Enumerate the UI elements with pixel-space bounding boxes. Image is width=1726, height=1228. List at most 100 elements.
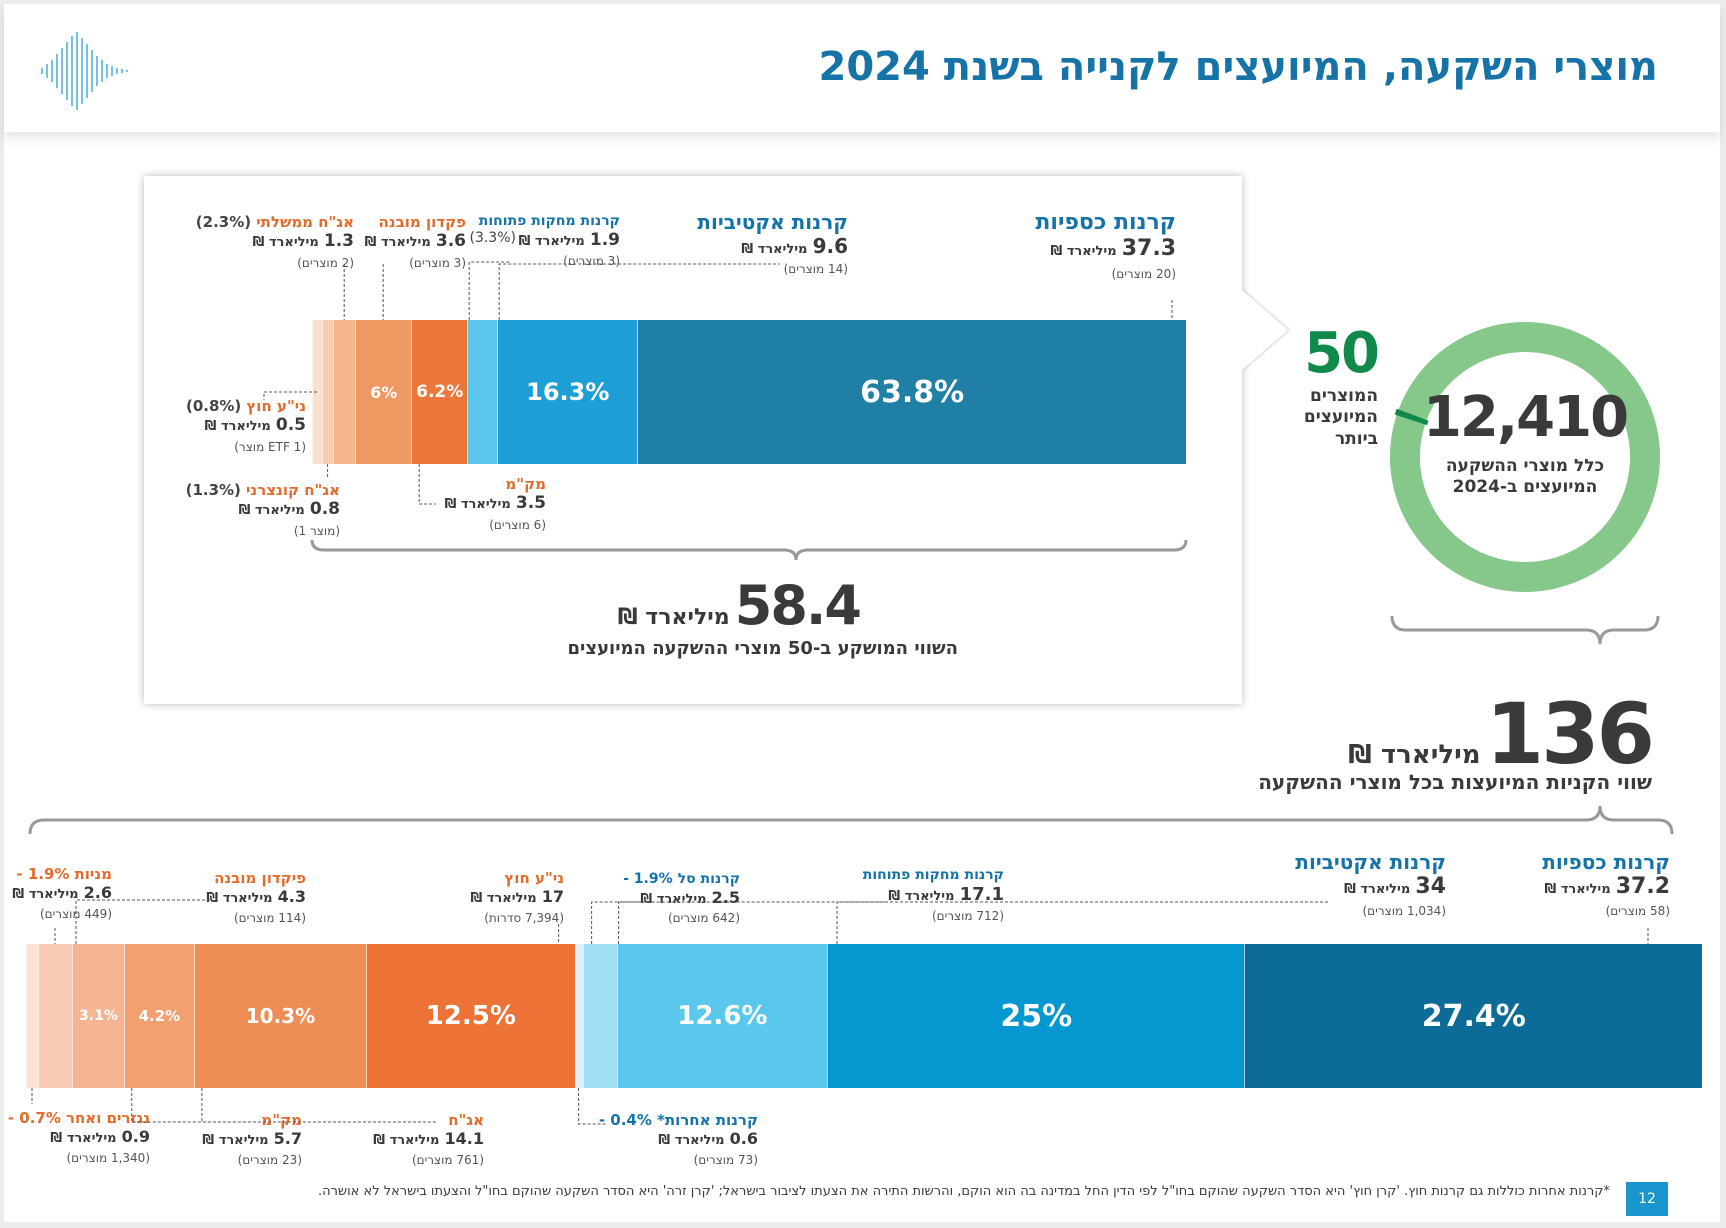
bar-segment	[26, 944, 39, 1088]
segment-percent: 6%	[370, 382, 398, 402]
segment-unit: מיליארד ₪	[658, 1133, 725, 1149]
segment-name: ני"ע חוץ	[504, 869, 564, 887]
segment-unit: מיליארד ₪	[202, 1133, 269, 1149]
segment-count: (23 מוצרים)	[237, 1152, 302, 1167]
donut-total-value: 12,410	[1422, 385, 1629, 450]
segment-unit: מיליארד ₪	[252, 235, 319, 251]
segment-value: 1.3	[323, 231, 354, 252]
segment-count: (2 מוצרים)	[297, 255, 354, 270]
top-total-unit: מיליארד ₪	[617, 605, 730, 630]
segment-value: 5.7	[273, 1129, 302, 1149]
segment-unit: מיליארד ₪	[888, 888, 955, 904]
segment-value: 4.3	[277, 887, 306, 907]
bar-segment	[582, 944, 617, 1088]
bar-segment: 16.3%	[497, 320, 638, 464]
segment-name: פקדון מובנה	[378, 213, 466, 231]
segment-unit: מיליארד ₪	[1050, 244, 1117, 260]
segment-percent-label: 0.4% -	[598, 1111, 652, 1129]
bar-segment	[322, 320, 334, 464]
soundwave-logo-icon	[41, 32, 128, 110]
segment-count: (712 מוצרים)	[931, 909, 1004, 924]
bar-segment: 63.8%	[637, 320, 1186, 464]
segment-name: קרנות כספיות	[1542, 850, 1670, 874]
segment-percent-label: 0.7% -	[7, 1109, 61, 1127]
segment-name: מניות	[74, 865, 112, 883]
segment-value: 0.9	[121, 1127, 150, 1147]
segment-percent: 16.3%	[526, 378, 610, 406]
bar-segment: 6.2%	[411, 320, 468, 464]
segment-percent-label: (0.8%)	[185, 397, 242, 415]
top-total-value: 58.4	[734, 574, 862, 637]
segment-count: (14 מוצרים)	[783, 262, 848, 276]
donut-total-caption: כלל מוצרי ההשקעה המיועצים ב-2024	[1445, 456, 1605, 498]
donut-ring	[1390, 322, 1660, 592]
segment-name: אג"ח קונצרני	[246, 481, 340, 499]
segment-name: מק"מ	[261, 1111, 302, 1129]
segment-unit: מיליארד ₪	[50, 1131, 117, 1147]
segment-label: קרנות אקטיביות 9.6 מיליארד ₪ (14 מוצרים)	[697, 210, 848, 277]
bar-segment: 4.2%	[123, 944, 194, 1088]
segment-percent: 25%	[1000, 998, 1073, 1034]
segment-percent: 6.2%	[416, 382, 464, 402]
segment-name: קרנות מחקות פתוחות	[478, 213, 620, 229]
segment-name: מק"מ	[505, 475, 546, 493]
segment-count: (1,340 מוצרים)	[66, 1150, 150, 1165]
segment-percent: 4.2%	[138, 1007, 181, 1025]
donut-chart	[1390, 322, 1660, 592]
segment-percent-label: (2.3%)	[195, 213, 252, 231]
segment-label: מניות 1.9% - 2.6 מיליארד ₪ (449 מוצרים)	[12, 864, 112, 922]
segment-value: 1.9	[589, 229, 620, 250]
segment-unit: מיליארד ₪	[204, 419, 271, 435]
segment-label: קרנות כספיות 37.2 מיליארד ₪ (58 מוצרים)	[1542, 850, 1670, 920]
segment-count: (20 מוצרים)	[1111, 266, 1176, 281]
bottom-stacked-bar: 27.4% 25% 12.6% 12.5% 10.3% 4.2% 3.1%	[26, 944, 1702, 1088]
segment-percent-label: (3.3%)	[469, 230, 516, 246]
segment-label: אג"ח קונצרני (1.3%) 0.8 מיליארד ₪ (מוצר 1)	[186, 480, 340, 539]
segment-unit: מיליארד ₪	[238, 503, 305, 519]
bar-segment	[467, 320, 498, 464]
page-title: מוצרי השקעה, המיועצים לקנייה בשנת 2024	[818, 44, 1659, 90]
segment-name: ני"ע חוץ	[246, 397, 306, 415]
segment-value: 37.3	[1121, 236, 1176, 262]
segment-label: מק"מ 3.5 מיליארד ₪ (6 מוצרים)	[445, 474, 546, 533]
segment-value: 17	[541, 887, 564, 907]
bar-segment	[574, 944, 583, 1088]
segment-label: קרנות כספיות 37.3 מיליארד ₪ (20 מוצרים)	[1035, 210, 1176, 282]
bar-segment: 10.3%	[193, 944, 366, 1088]
segment-name: אג"ח	[448, 1111, 484, 1129]
segment-unit: מיליארד ₪	[12, 887, 79, 903]
segment-unit: מיליארד ₪	[373, 1133, 440, 1149]
segment-unit: מיליארד ₪	[1544, 882, 1611, 897]
segment-label: קרנות אקטיביות 34 מיליארד ₪ (1,034 מוצרים)	[1295, 850, 1446, 920]
segment-percent-label: (1.3%)	[185, 481, 241, 499]
segment-count: (449 מוצרים)	[39, 906, 112, 921]
donut-highlight-arc	[1394, 408, 1429, 426]
segment-value: 0.6	[729, 1129, 758, 1149]
segment-percent: 3.1%	[79, 1008, 118, 1024]
segment-label: קרנות סל 1.9% - 2.5 מיליארד ₪ (642 מוצרים)	[623, 868, 740, 927]
bar-segment	[38, 944, 73, 1088]
segment-label: ני"ע חוץ 17 מיליארד ₪ (7,394 סדרות)	[470, 868, 564, 926]
bottom-total-caption: שווי הקניות המיועצות בכל מוצרי ההשקעה	[1258, 770, 1652, 794]
segment-count: (6 מוצרים)	[489, 517, 546, 532]
segment-label: פקדון מובנה 3.6 מיליארד ₪ (3 מוצרים)	[365, 212, 466, 271]
segment-name: קרנות מחקות פתוחות	[862, 867, 1004, 883]
segment-count: (3 מוצרים)	[563, 254, 620, 269]
segment-name: פיקדון מובנה	[214, 869, 306, 887]
donut-highlight-caption: המוצרים המיועצים ביותר	[1303, 386, 1378, 449]
segment-unit: מיליארד ₪	[518, 233, 585, 249]
bar-segment: 25%	[827, 944, 1245, 1088]
donut-highlight: 50 המוצרים המיועצים ביותר	[1288, 326, 1380, 450]
bottom-total-value: 136	[1485, 685, 1655, 783]
footnote: *קרנות אחרות כוללות גם קרנות חוץ. 'קרן ח…	[317, 1184, 1610, 1199]
top-stacked-bar: 63.8% 16.3% 6.2% 6%	[312, 320, 1186, 464]
segment-count: (642 מוצרים)	[667, 911, 740, 926]
segment-value: 2.5	[711, 887, 740, 907]
bar-segment: 3.1%	[72, 944, 124, 1088]
segment-value: 0.8	[309, 499, 340, 520]
segment-percent: 63.8%	[860, 374, 965, 410]
segment-label: אג"ח ממשלתי (2.3%) 1.3 מיליארד ₪ (2 מוצרים…	[196, 212, 354, 271]
segment-percent-label: 1.9% -	[623, 871, 673, 887]
segment-value: 34	[1415, 874, 1446, 899]
segment-label: קרנות אחרות* 0.4% - 0.6 מיליארד ₪ (73 מוצר…	[599, 1110, 758, 1168]
